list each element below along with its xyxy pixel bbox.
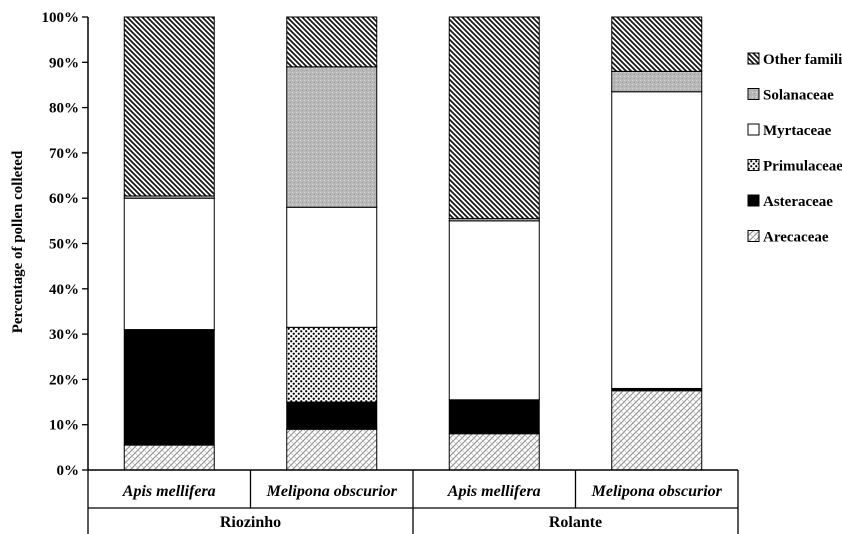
legend-label: Primulaceae	[763, 159, 842, 175]
axes	[87, 17, 739, 534]
bar-segment	[286, 66, 378, 208]
legend-label: Myrtaceae	[763, 123, 832, 139]
legend-swatch	[747, 123, 760, 136]
y-tick-label: 100%	[42, 10, 80, 26]
y-tick-label: 10%	[49, 418, 79, 434]
x-category-label: Melipona obscurior	[266, 483, 398, 500]
bar-segment	[448, 433, 540, 471]
bar-segment	[611, 390, 703, 471]
y-tick-label: 70%	[49, 146, 79, 162]
legend-item: Arecaceae	[747, 230, 829, 246]
x-axis-categories: Apis mellifera Melipona obscurior Apis mel…	[122, 483, 723, 500]
legend-item: Asteraceae	[747, 194, 833, 210]
legend-swatch	[747, 230, 760, 242]
legend-label: Solanaceae	[763, 88, 834, 104]
bar-segment	[123, 197, 215, 331]
legend-item: Myrtaceae	[747, 123, 832, 139]
y-tick-label: 0%	[57, 463, 80, 479]
bar-segment	[286, 206, 378, 328]
bar-segment	[286, 326, 378, 403]
y-tick-label: 40%	[49, 282, 79, 298]
y-tick-label: 30%	[49, 327, 79, 343]
legend-swatch	[747, 52, 760, 65]
legend-item: Other families	[747, 52, 842, 68]
bar-segment	[611, 70, 703, 93]
y-tick-label: 50%	[49, 237, 79, 253]
bar-segment	[123, 16, 215, 197]
y-tick-label: 20%	[49, 372, 79, 388]
legend-label: Asteraceae	[763, 194, 833, 210]
legend-label: Arecaceae	[763, 230, 829, 246]
legend-label: Other families	[763, 52, 842, 68]
bar-segment	[448, 220, 540, 401]
legend-item: Solanaceae	[747, 88, 834, 104]
y-axis-title: Percentage of pollen colleted	[10, 150, 26, 333]
bar-segment	[448, 16, 540, 220]
x-category-label: Melipona obscurior	[591, 483, 723, 500]
y-tick-label: 80%	[49, 101, 79, 117]
x-group-label: Rolante	[549, 514, 602, 531]
x-axis-groups: Riozinho Rolante	[220, 514, 602, 531]
bar-segment	[611, 91, 703, 389]
x-category-label: Apis mellifera	[122, 483, 216, 500]
bar-segment	[286, 16, 378, 68]
bar-segment	[123, 444, 215, 471]
x-category-label: Apis mellifera	[447, 483, 541, 500]
legend-swatch	[747, 159, 760, 171]
bars	[123, 16, 703, 471]
legend-swatch	[747, 194, 760, 207]
y-tick-label: 60%	[49, 191, 79, 207]
x-group-label: Riozinho	[220, 514, 281, 531]
y-tick-label: 90%	[49, 55, 79, 71]
bar-segment	[448, 399, 540, 435]
legend-item: Primulaceae	[747, 159, 842, 175]
legend-swatch	[747, 88, 760, 100]
bar-segment	[286, 401, 378, 430]
bar-segment	[286, 428, 378, 471]
y-axis-ticks: 0% 10% 20% 30% 40% 50% 60% 70% 80% 90% 100%	[42, 10, 88, 479]
bar-segment	[123, 329, 215, 446]
bar-segment	[611, 16, 703, 72]
legend: Other families Solanaceae Myrtaceae Primula…	[747, 52, 842, 246]
